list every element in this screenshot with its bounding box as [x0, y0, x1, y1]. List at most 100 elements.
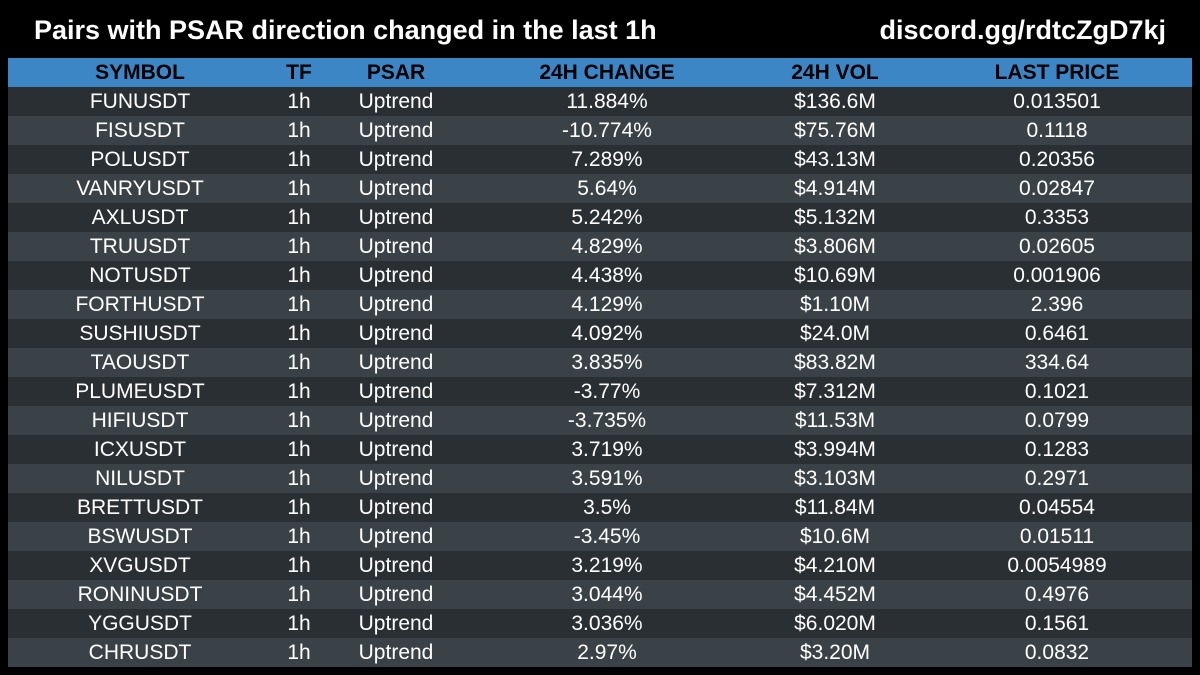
cell-tf: 1h — [287, 583, 311, 606]
cell-24h-vol: $10.6M — [799, 525, 871, 548]
column-header-tf: TF — [286, 61, 312, 84]
cell-psar: Uptrend — [358, 264, 434, 287]
cell-symbol: XVGUSDT — [89, 554, 191, 577]
cell-tf: 1h — [287, 264, 311, 287]
table-row: TRUUSDT 1h Uptrend 4.829% $3.806M 0.02605 — [8, 232, 1192, 261]
cell-symbol: TAOUSDT — [90, 351, 190, 374]
cell-last-price: 0.0832 — [1024, 641, 1090, 664]
cell-24h-change: 4.829% — [571, 235, 643, 258]
table-row: POLUSDT 1h Uptrend 7.289% $43.13M 0.20356 — [8, 145, 1192, 174]
cell-24h-change: -10.774% — [562, 119, 652, 142]
cell-symbol: FISUSDT — [95, 119, 185, 142]
cell-psar: Uptrend — [358, 525, 434, 548]
cell-symbol: TRUUSDT — [89, 235, 191, 258]
table-row: RONINUSDT 1h Uptrend 3.044% $4.452M 0.4976 — [8, 580, 1192, 609]
cell-tf: 1h — [287, 525, 311, 548]
cell-last-price: 0.01511 — [1019, 525, 1095, 548]
column-header-symbol: SYMBOL — [95, 61, 185, 84]
cell-tf: 1h — [287, 293, 311, 316]
cell-psar: Uptrend — [358, 496, 434, 519]
cell-tf: 1h — [287, 351, 311, 374]
cell-psar: Uptrend — [358, 235, 434, 258]
cell-24h-vol: $3.994M — [794, 438, 876, 461]
table-row: NOTUSDT 1h Uptrend 4.438% $10.69M 0.001906 — [8, 261, 1192, 290]
cell-symbol: BRETTUSDT — [77, 496, 203, 519]
cell-24h-vol: $11.53M — [794, 409, 876, 432]
banner-header: Pairs with PSAR direction changed in the… — [0, 0, 1200, 58]
cell-psar: Uptrend — [358, 206, 434, 229]
column-header-last-price: LAST PRICE — [994, 61, 1120, 84]
table-row: FORTHUSDT 1h Uptrend 4.129% $1.10M 2.396 — [8, 290, 1192, 319]
table-body: FUNUSDT 1h Uptrend 11.884% $136.6M 0.013501 FI… — [8, 87, 1192, 667]
table-row: NILUSDT 1h Uptrend 3.591% $3.103M 0.2971 — [8, 464, 1192, 493]
cell-24h-change: 3.719% — [571, 438, 643, 461]
psar-pairs-table: SYMBOL TF PSAR 24H CHANGE 24H VOL LAST P… — [8, 58, 1192, 667]
cell-24h-vol: $10.69M — [794, 264, 876, 287]
cell-tf: 1h — [287, 438, 311, 461]
cell-24h-change: -3.45% — [573, 525, 641, 548]
cell-tf: 1h — [287, 235, 311, 258]
cell-tf: 1h — [287, 409, 311, 432]
cell-tf: 1h — [287, 612, 311, 635]
cell-24h-change: 3.835% — [571, 351, 643, 374]
table-row: AXLUSDT 1h Uptrend 5.242% $5.132M 0.3353 — [8, 203, 1192, 232]
table-row: YGGUSDT 1h Uptrend 3.036% $6.020M 0.1561 — [8, 609, 1192, 638]
cell-last-price: 0.4976 — [1024, 583, 1090, 606]
table-row: ICXUSDT 1h Uptrend 3.719% $3.994M 0.1283 — [8, 435, 1192, 464]
cell-24h-vol: $4.914M — [794, 177, 876, 200]
cell-symbol: FORTHUSDT — [75, 293, 205, 316]
cell-24h-change: 3.036% — [571, 612, 643, 635]
cell-last-price: 0.1561 — [1024, 612, 1090, 635]
cell-psar: Uptrend — [358, 641, 434, 664]
cell-last-price: 0.0054989 — [1007, 554, 1107, 577]
cell-psar: Uptrend — [358, 380, 434, 403]
cell-last-price: 2.396 — [1030, 293, 1084, 316]
cell-psar: Uptrend — [358, 148, 434, 171]
cell-24h-vol: $24.0M — [799, 322, 871, 345]
cell-tf: 1h — [287, 90, 311, 113]
table-row: FUNUSDT 1h Uptrend 11.884% $136.6M 0.013501 — [8, 87, 1192, 116]
cell-24h-change: 3.044% — [571, 583, 643, 606]
cell-tf: 1h — [287, 119, 311, 142]
cell-last-price: 0.1283 — [1024, 438, 1090, 461]
cell-symbol: VANRYUSDT — [76, 177, 204, 200]
cell-24h-vol: $43.13M — [794, 148, 876, 171]
table-row: FISUSDT 1h Uptrend -10.774% $75.76M 0.1118 — [8, 116, 1192, 145]
column-header-psar: PSAR — [366, 61, 426, 84]
cell-psar: Uptrend — [358, 409, 434, 432]
cell-tf: 1h — [287, 467, 311, 490]
discord-link[interactable]: discord.gg/rdtcZgD7kj — [879, 15, 1166, 45]
cell-tf: 1h — [287, 177, 311, 200]
cell-last-price: 334.64 — [1024, 351, 1090, 374]
cell-psar: Uptrend — [358, 322, 434, 345]
cell-24h-change: 11.884% — [566, 90, 648, 113]
cell-psar: Uptrend — [358, 119, 434, 142]
page-title: Pairs with PSAR direction changed in the… — [34, 15, 657, 45]
table-header-row: SYMBOL TF PSAR 24H CHANGE 24H VOL LAST P… — [8, 58, 1192, 87]
cell-24h-vol: $3.103M — [794, 467, 876, 490]
cell-tf: 1h — [287, 322, 311, 345]
cell-24h-change: -3.77% — [573, 380, 641, 403]
cell-symbol: CHRUSDT — [88, 641, 192, 664]
cell-symbol: SUSHIUSDT — [79, 322, 201, 345]
cell-24h-change: -3.735% — [567, 409, 647, 432]
cell-last-price: 0.013501 — [1013, 90, 1101, 113]
table-row: XVGUSDT 1h Uptrend 3.219% $4.210M 0.0054989 — [8, 551, 1192, 580]
cell-tf: 1h — [287, 148, 311, 171]
cell-last-price: 0.1118 — [1026, 119, 1088, 142]
cell-24h-change: 3.5% — [583, 496, 631, 519]
cell-psar: Uptrend — [358, 554, 434, 577]
cell-24h-vol: $75.76M — [794, 119, 876, 142]
cell-tf: 1h — [287, 641, 311, 664]
cell-tf: 1h — [287, 380, 311, 403]
cell-24h-vol: $3.20M — [799, 641, 871, 664]
cell-last-price: 0.04554 — [1019, 496, 1095, 519]
cell-24h-vol: $83.82M — [794, 351, 876, 374]
cell-symbol: NOTUSDT — [89, 264, 191, 287]
cell-tf: 1h — [287, 496, 311, 519]
cell-24h-change: 3.219% — [571, 554, 643, 577]
cell-24h-change: 5.242% — [571, 206, 643, 229]
table-row: PLUMEUSDT 1h Uptrend -3.77% $7.312M 0.1021 — [8, 377, 1192, 406]
cell-symbol: YGGUSDT — [88, 612, 192, 635]
cell-24h-change: 7.289% — [571, 148, 643, 171]
